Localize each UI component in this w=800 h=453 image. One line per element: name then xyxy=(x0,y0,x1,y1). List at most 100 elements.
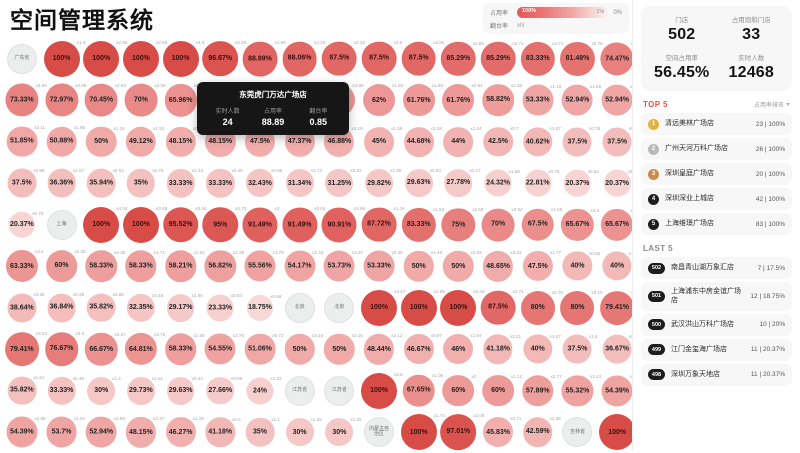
store-bubble[interactable]: 20.37% xyxy=(564,170,590,196)
store-bubble[interactable]: 35.94% xyxy=(87,169,116,198)
store-bubble[interactable]: 41.18% xyxy=(483,335,512,364)
store-bubble[interactable]: 62% xyxy=(363,84,395,116)
store-bubble[interactable]: 40.62% xyxy=(523,127,552,156)
region-bubble[interactable]: 江苏省 xyxy=(285,376,315,406)
store-bubble[interactable]: 45.83% xyxy=(483,417,513,447)
region-bubble[interactable]: 北京 xyxy=(324,293,354,323)
store-bubble[interactable]: 58.33% xyxy=(165,334,196,365)
store-bubble[interactable]: 37.5% xyxy=(563,335,592,364)
store-bubble[interactable]: 95.52% xyxy=(163,207,199,243)
store-bubble[interactable]: 54.55% xyxy=(205,334,236,365)
store-bubble[interactable]: 67.5% xyxy=(522,208,555,241)
store-bubble[interactable]: 48.44% xyxy=(364,334,394,364)
store-bubble[interactable]: 23.33% xyxy=(207,294,234,321)
store-bubble[interactable]: 85.29% xyxy=(481,42,515,76)
store-bubble[interactable]: 50% xyxy=(403,251,433,281)
store-bubble[interactable]: 97.01% xyxy=(441,414,477,450)
region-bubble[interactable]: 上海 xyxy=(47,210,77,240)
store-bubble[interactable]: 30% xyxy=(87,377,115,405)
store-bubble[interactable]: 91.49% xyxy=(242,207,277,242)
region-bubble[interactable]: 广东省 xyxy=(7,44,37,74)
store-bubble[interactable]: 29.63% xyxy=(405,169,433,197)
store-bubble[interactable]: 51.06% xyxy=(245,334,276,365)
store-bubble[interactable]: 18.75% xyxy=(247,295,273,321)
store-bubble[interactable]: 52.94% xyxy=(602,85,633,116)
store-bubble[interactable]: 52.94% xyxy=(562,85,593,116)
store-bubble[interactable]: 80% xyxy=(561,291,595,325)
store-bubble[interactable]: 48.15% xyxy=(165,127,195,157)
store-bubble[interactable]: 35.82% xyxy=(8,376,37,405)
store-bubble[interactable]: 51.85% xyxy=(6,126,37,157)
store-bubble[interactable]: 46.27% xyxy=(166,417,196,447)
store-bubble[interactable]: 46.67% xyxy=(404,334,434,364)
store-bubble[interactable]: 53.33% xyxy=(522,85,553,116)
store-bubble[interactable]: 24.32% xyxy=(485,170,512,197)
store-bubble[interactable]: 100% xyxy=(44,41,80,77)
store-bubble[interactable]: 58.82% xyxy=(482,84,514,116)
store-bubble[interactable]: 47.5% xyxy=(523,251,553,281)
store-bubble[interactable]: 96.67% xyxy=(202,41,238,77)
store-bubble[interactable]: 35.82% xyxy=(87,293,116,322)
store-bubble[interactable]: 31.34% xyxy=(286,169,314,197)
store-bubble[interactable]: 60% xyxy=(482,375,514,407)
store-bubble[interactable]: 58.21% xyxy=(165,251,196,282)
store-bubble[interactable]: 100% xyxy=(401,414,437,450)
store-bubble[interactable]: 88.06% xyxy=(282,41,317,76)
store-bubble[interactable]: 73.33% xyxy=(5,84,38,117)
store-bubble[interactable]: 81.48% xyxy=(560,42,594,76)
store-bubble[interactable]: 79.41% xyxy=(600,291,634,325)
store-bubble[interactable]: 58.33% xyxy=(125,251,156,282)
store-bubble[interactable]: 32.35% xyxy=(127,294,155,322)
store-bubble[interactable]: 83.33% xyxy=(402,208,436,242)
store-bubble[interactable]: 74.47% xyxy=(601,42,634,75)
store-bubble[interactable]: 48.15% xyxy=(126,417,156,447)
store-bubble[interactable]: 100% xyxy=(163,41,199,77)
store-bubble[interactable]: 50.88% xyxy=(46,126,77,157)
store-bubble[interactable]: 60% xyxy=(443,375,475,407)
store-bubble[interactable]: 55.56% xyxy=(244,251,275,282)
store-bubble[interactable]: 48.65% xyxy=(483,251,513,281)
store-bubble[interactable]: 67.65% xyxy=(402,374,435,407)
store-bubble[interactable]: 54.39% xyxy=(6,417,37,448)
store-bubble[interactable]: 87.5% xyxy=(481,290,516,325)
store-bubble[interactable]: 100% xyxy=(599,414,635,450)
store-bubble[interactable]: 91.49% xyxy=(282,207,317,242)
store-bubble[interactable]: 85.29% xyxy=(441,42,475,76)
store-bubble[interactable]: 75% xyxy=(442,208,475,241)
store-bubble[interactable]: 42.5% xyxy=(483,127,513,157)
store-bubble[interactable]: 87.72% xyxy=(362,207,397,242)
store-bubble[interactable]: 95% xyxy=(203,207,238,242)
store-bubble[interactable]: 41.18% xyxy=(206,418,235,447)
store-bubble[interactable]: 56.82% xyxy=(205,251,236,282)
store-bubble[interactable]: 100% xyxy=(83,41,119,77)
store-bubble[interactable]: 57.89% xyxy=(522,375,553,406)
store-bubble[interactable]: 53.33% xyxy=(364,251,395,282)
store-bubble[interactable]: 29.17% xyxy=(167,294,195,322)
store-bubble[interactable]: 52.94% xyxy=(86,417,117,448)
store-bubble[interactable]: 32.43% xyxy=(246,169,274,197)
store-bubble[interactable]: 58.33% xyxy=(85,251,116,282)
store-bubble[interactable]: 35% xyxy=(246,418,275,447)
store-bubble[interactable]: 42.59% xyxy=(523,417,553,447)
store-bubble[interactable]: 100% xyxy=(401,290,437,326)
store-bubble[interactable]: 50% xyxy=(324,334,354,364)
store-bubble[interactable]: 29.82% xyxy=(365,169,393,197)
store-bubble[interactable]: 54.39% xyxy=(602,375,633,406)
region-bubble[interactable]: 北京 xyxy=(285,293,315,323)
store-bubble[interactable]: 30% xyxy=(325,418,353,446)
store-bubble[interactable]: 37.5% xyxy=(7,169,36,198)
store-bubble[interactable]: 83.33% xyxy=(521,42,555,76)
store-bubble[interactable]: 65.67% xyxy=(601,209,633,241)
store-bubble[interactable]: 87.5% xyxy=(322,41,357,76)
store-bubble[interactable]: 60% xyxy=(46,250,78,282)
store-bubble[interactable]: 36.36% xyxy=(47,169,76,198)
